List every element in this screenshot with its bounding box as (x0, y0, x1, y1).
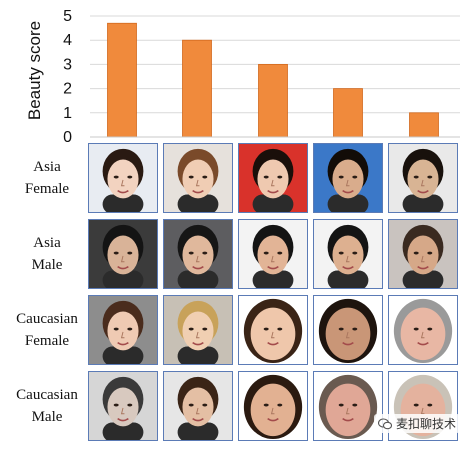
face-photo (238, 371, 308, 441)
face-illustration (243, 298, 303, 364)
bar (258, 64, 288, 138)
y-tick-label: 4 (63, 32, 72, 49)
face-photo (238, 143, 308, 213)
row-label: Caucasian Male (16, 387, 78, 425)
face-photo (313, 143, 383, 213)
y-axis-label: Beauty score (25, 21, 44, 120)
face-photo (313, 219, 383, 289)
face-illustration (318, 374, 378, 440)
face-photo (163, 219, 233, 289)
wechat-icon (377, 417, 392, 429)
face-illustration (327, 224, 369, 288)
face-photo (238, 295, 308, 365)
face-illustration (177, 148, 219, 212)
beauty-score-bar-chart: 0 1 2 3 4 5 Beauty score (25, 8, 460, 142)
row-label: Caucasian Female (16, 311, 78, 349)
face-photo (388, 219, 458, 289)
bar (409, 112, 439, 138)
bar (182, 39, 212, 138)
row-label: Asia Female (24, 159, 70, 197)
face-photo (88, 371, 158, 441)
face-illustration (177, 224, 219, 288)
y-tick-label: 1 (63, 105, 72, 122)
y-tick-label: 5 (63, 8, 72, 25)
face-illustration (252, 148, 294, 212)
face-illustration (102, 148, 144, 212)
watermark: 麦扣聊技术 (373, 414, 460, 433)
face-photo (313, 371, 383, 441)
y-tick-label: 2 (63, 81, 72, 98)
y-tick-label: 3 (63, 56, 72, 73)
face-photo (163, 371, 233, 441)
face-photo (88, 219, 158, 289)
face-illustration (402, 224, 444, 288)
face-illustration (177, 300, 219, 364)
face-photo (238, 219, 308, 289)
face-photo (163, 143, 233, 213)
face-photo (88, 143, 158, 213)
face-illustration (102, 224, 144, 288)
bar (107, 22, 137, 138)
face-photo (388, 295, 458, 365)
face-illustration (102, 376, 144, 440)
face-illustration (102, 300, 144, 364)
face-illustration (318, 298, 378, 364)
face-illustration (252, 224, 294, 288)
face-illustration (402, 148, 444, 212)
face-illustration (243, 374, 303, 440)
face-photo (313, 295, 383, 365)
bar (333, 88, 363, 138)
face-photo (163, 295, 233, 365)
y-tick-label: 0 (63, 129, 72, 142)
face-illustration (177, 376, 219, 440)
row-label: Asia Male (31, 235, 63, 273)
face-photo (388, 143, 458, 213)
watermark-text: 麦扣聊技术 (395, 417, 456, 431)
face-illustration (393, 298, 453, 364)
face-illustration (327, 148, 369, 212)
face-photo (88, 295, 158, 365)
